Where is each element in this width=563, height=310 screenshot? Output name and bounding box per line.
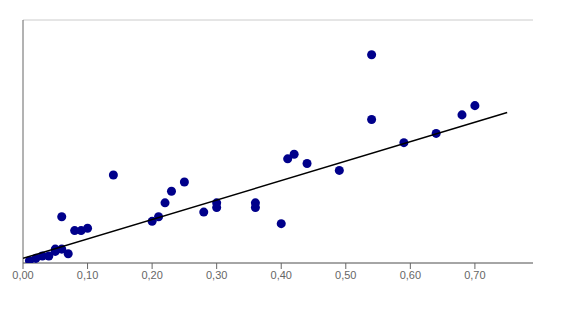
svg-text:0,50: 0,50	[335, 269, 356, 281]
svg-text:0,20: 0,20	[141, 269, 162, 281]
svg-text:0,40: 0,40	[271, 269, 292, 281]
svg-text:0,60: 0,60	[400, 269, 421, 281]
svg-text:0,30: 0,30	[206, 269, 227, 281]
svg-text:0,00: 0,00	[12, 269, 33, 281]
svg-text:0,10: 0,10	[77, 269, 98, 281]
svg-text:0,70: 0,70	[464, 269, 485, 281]
